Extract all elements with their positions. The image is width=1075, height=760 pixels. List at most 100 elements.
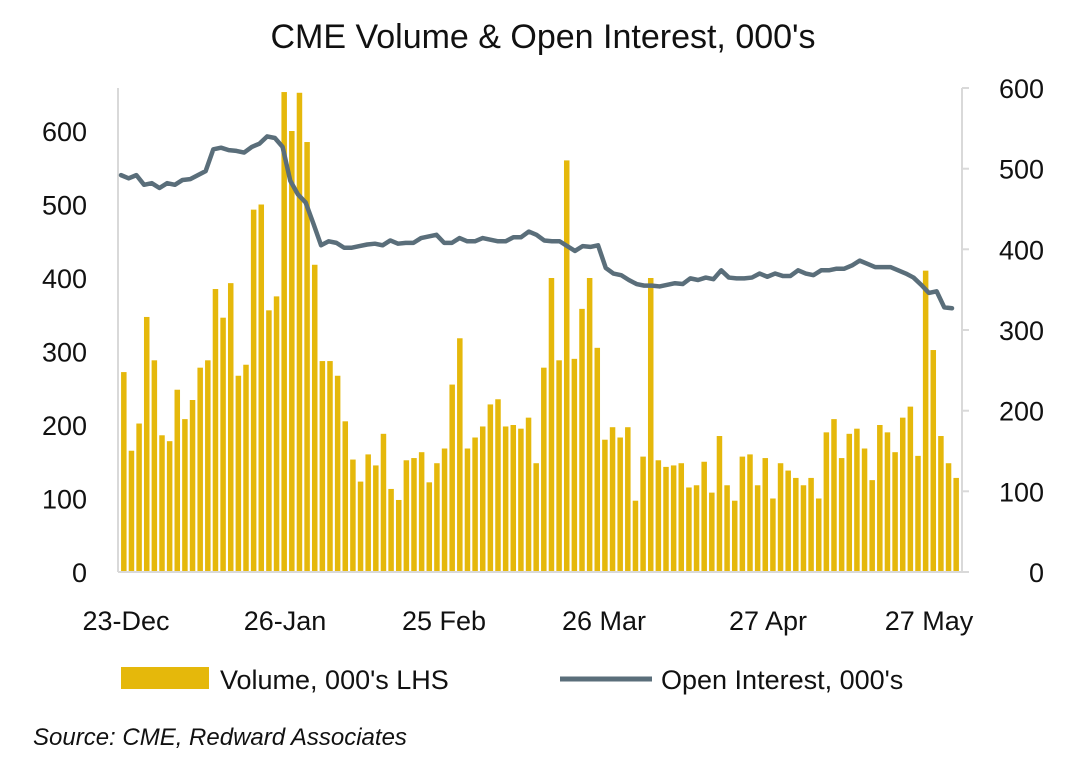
- x-tick-label: 27 Apr: [729, 606, 807, 636]
- volume-bar: [899, 417, 906, 572]
- volume-bar: [594, 347, 601, 572]
- open-interest-line: [118, 134, 955, 311]
- volume-bar: [586, 278, 593, 572]
- left-y-tick-labels: 0 100 200 300 400 500 600: [42, 117, 87, 588]
- volume-bar: [846, 433, 853, 572]
- volume-bar: [495, 399, 501, 572]
- x-tick-label: 26 Mar: [562, 606, 646, 636]
- volume-bar: [266, 310, 272, 572]
- volume-bar: [861, 448, 868, 572]
- volume-bar: [441, 448, 448, 572]
- volume-bar: [701, 461, 707, 572]
- volume-bar: [678, 463, 685, 572]
- volume-bar: [754, 485, 761, 572]
- volume-bar: [747, 454, 753, 572]
- volume-bar: [357, 481, 364, 572]
- volume-bar: [724, 485, 730, 572]
- volume-bar: [434, 463, 440, 572]
- volume-bar: [655, 460, 662, 572]
- volume-bar: [838, 458, 845, 572]
- volume-bar: [541, 367, 547, 572]
- volume-bar: [205, 360, 211, 572]
- volume-bar: [533, 463, 539, 572]
- legend-label-volume: Volume, 000's LHS: [220, 665, 449, 695]
- volume-bars: [121, 92, 959, 573]
- left-y-tick-label: 0: [72, 558, 87, 588]
- legend: Volume, 000's LHS Open Interest, 000's: [121, 665, 903, 695]
- right-y-tick-label: 300: [999, 316, 1044, 346]
- source-note: Source: CME, Redward Associates: [33, 724, 407, 751]
- volume-bar: [174, 389, 181, 572]
- legend-swatch-volume: [121, 667, 209, 689]
- left-y-tick-label: 300: [42, 338, 87, 368]
- volume-bar: [823, 432, 830, 572]
- volume-bar: [647, 278, 654, 572]
- volume-bar: [151, 360, 158, 572]
- volume-bar: [762, 458, 769, 572]
- volume-bar: [166, 441, 173, 572]
- volume-bar: [426, 482, 433, 572]
- volume-bar: [625, 427, 631, 572]
- volume-bar: [563, 160, 570, 572]
- x-tick-label: 23-Dec: [82, 606, 169, 636]
- volume-bar: [197, 367, 203, 572]
- volume-bar: [159, 435, 165, 572]
- volume-bar: [518, 428, 524, 572]
- volume-bar: [945, 463, 952, 572]
- volume-bar: [449, 384, 455, 572]
- volume-bar: [884, 432, 891, 572]
- volume-bar: [250, 209, 257, 572]
- volume-bar: [525, 417, 532, 572]
- volume-bar: [640, 456, 646, 572]
- volume-bar: [182, 419, 188, 572]
- volume-bar: [472, 437, 478, 572]
- volume-bar: [770, 498, 776, 572]
- volume-bar: [602, 439, 608, 572]
- left-y-tick-label: 500: [42, 191, 87, 221]
- legend-label-open-interest: Open Interest, 000's: [661, 665, 903, 695]
- volume-bar: [319, 361, 326, 572]
- volume-bar: [739, 456, 746, 572]
- volume-bar: [128, 450, 135, 572]
- volume-bar: [418, 452, 425, 572]
- volume-bar: [189, 400, 196, 572]
- volume-bar: [800, 485, 807, 572]
- volume-bar: [327, 361, 333, 572]
- volume-bar: [609, 427, 616, 572]
- volume-bar: [808, 477, 814, 572]
- volume-bar: [258, 204, 265, 572]
- left-y-tick-label: 400: [42, 264, 87, 294]
- right-y-tick-label: 500: [999, 155, 1044, 185]
- volume-bar: [304, 142, 310, 572]
- x-tick-label: 25 Feb: [402, 606, 486, 636]
- volume-bar: [457, 338, 463, 572]
- volume-bar: [663, 466, 669, 572]
- volume-bar: [915, 455, 921, 572]
- volume-bar: [365, 454, 371, 572]
- volume-bar: [571, 358, 578, 572]
- volume-bar: [938, 436, 944, 572]
- x-tick-label: 26-Jan: [244, 606, 327, 636]
- volume-bar: [548, 278, 555, 572]
- right-y-tick-label: 200: [999, 397, 1044, 427]
- volume-bar: [579, 308, 585, 572]
- x-tick-labels: 23-Dec 26-Jan 25 Feb 26 Mar 27 Apr 27 May: [82, 606, 973, 636]
- right-y-tick-labels: 0 100 200 300 400 500 600: [999, 74, 1044, 588]
- volume-bar: [785, 470, 791, 572]
- volume-bar: [907, 406, 914, 573]
- volume-bar: [411, 458, 417, 572]
- volume-bar: [220, 317, 226, 572]
- volume-bar: [815, 498, 822, 572]
- volume-bar: [487, 404, 494, 572]
- volume-bar: [693, 485, 700, 572]
- right-y-tick-label: 400: [999, 235, 1044, 265]
- volume-bar: [227, 283, 234, 572]
- volume-bar: [395, 499, 402, 572]
- volume-bar: [281, 92, 287, 573]
- volume-bar: [311, 264, 318, 572]
- volume-bar: [922, 270, 929, 572]
- volume-bar: [953, 477, 959, 572]
- volume-bar: [212, 289, 219, 572]
- right-y-tick-label: 0: [1029, 558, 1044, 588]
